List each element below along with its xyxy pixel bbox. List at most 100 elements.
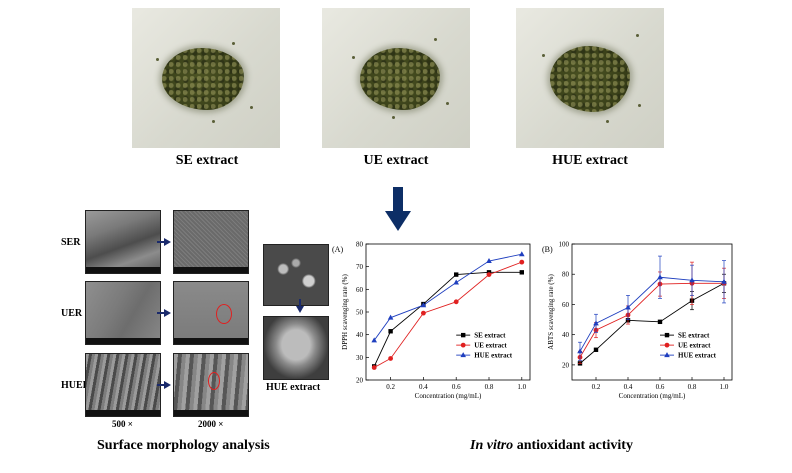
sem-hue-extract-overview <box>263 244 329 306</box>
y-tick-label: 40 <box>562 331 570 339</box>
magnification-2000: 2000 × <box>198 419 224 429</box>
data-point <box>625 304 631 310</box>
data-point <box>371 365 377 370</box>
x-tick-label: 0.8 <box>688 383 697 391</box>
data-point <box>371 337 377 343</box>
legend-entry: UE extract <box>678 342 711 350</box>
data-point <box>453 299 459 305</box>
magnification-500: 500 × <box>112 419 133 429</box>
sem-ser-500x <box>85 210 161 274</box>
data-point <box>593 347 599 352</box>
y-tick-label: 30 <box>356 354 364 362</box>
antioxidant-caption-rest: antioxidant activity <box>513 438 633 453</box>
y-tick-label: 100 <box>559 241 570 249</box>
data-point <box>388 329 393 334</box>
data-point <box>454 272 459 277</box>
data-point <box>486 272 492 277</box>
x-tick-label: 0.2 <box>386 383 395 391</box>
y-tick-label: 60 <box>356 286 364 294</box>
y-tick-label: 80 <box>356 241 364 249</box>
x-tick-label: 0.8 <box>485 383 494 391</box>
legend-marker <box>460 352 466 358</box>
antioxidant-caption-italic: In vitro <box>470 438 514 453</box>
data-point <box>519 259 525 265</box>
y-tick-label: 40 <box>356 331 364 339</box>
panel-label: (A) <box>332 245 343 254</box>
data-point <box>519 270 524 275</box>
x-tick-label: 1.0 <box>517 383 526 391</box>
legend-marker <box>664 342 670 348</box>
x-tick-label: 0.6 <box>452 383 461 391</box>
y-tick-label: 80 <box>562 271 570 279</box>
x-tick-label: 1.0 <box>720 383 729 391</box>
arrow-down-icon <box>296 299 304 313</box>
y-tick-label: 70 <box>356 263 364 271</box>
series-line-1 <box>373 261 522 368</box>
data-point <box>577 348 583 354</box>
legend-marker <box>461 332 466 338</box>
legend-marker <box>460 342 466 348</box>
plot-frame <box>571 243 733 381</box>
flow-arrow-down-icon <box>385 211 411 231</box>
x-axis-label: Concentration (mg/mL) <box>619 392 686 400</box>
row-label-uer: UER <box>61 308 83 319</box>
data-point <box>657 274 663 280</box>
legend-entry: SE extract <box>474 332 506 340</box>
y-axis-label: DPPH scavenging rate (%) <box>341 274 349 350</box>
series-line-1 <box>579 282 724 358</box>
ue-extract-photo <box>322 8 470 148</box>
se-extract-photo <box>132 8 280 148</box>
highlight-ring <box>216 304 232 324</box>
x-axis-label: Concentration (mg/mL) <box>415 392 482 400</box>
data-point <box>657 319 663 325</box>
legend-marker <box>664 332 670 338</box>
arrow-right-icon <box>157 238 171 246</box>
x-tick-label: 0.2 <box>592 383 601 391</box>
x-tick-label: 0.6 <box>656 383 665 391</box>
row-label-ser: SER <box>61 237 81 248</box>
y-tick-label: 20 <box>562 361 570 369</box>
data-point <box>721 278 727 284</box>
surface-morphology-caption: Surface morphology analysis <box>97 438 270 453</box>
sem-huer-2000x <box>173 353 249 417</box>
data-point <box>388 356 393 361</box>
x-tick-label: 0.4 <box>419 383 428 391</box>
row-label-huer: HUER <box>61 380 90 391</box>
legend-marker <box>664 352 670 358</box>
arrow-right-icon <box>157 381 171 389</box>
ue-extract-caption: UE extract <box>363 153 429 168</box>
y-axis-label: ABTS scavenging rate (%) <box>547 274 555 350</box>
legend-entry: HUE extract <box>678 352 717 360</box>
hue-extract-photo <box>516 8 664 148</box>
data-point <box>593 320 599 326</box>
data-point <box>519 251 525 257</box>
sem-uer-2000x <box>173 281 249 345</box>
series-line-2 <box>579 276 725 352</box>
legend-entry: UE extract <box>474 342 507 350</box>
data-point <box>420 302 427 308</box>
flow-arrow-shaft <box>393 187 403 213</box>
se-extract-caption: SE extract <box>175 153 239 168</box>
series-line-0 <box>579 282 725 364</box>
arrow-right-icon <box>157 309 171 317</box>
dpph-chart: (A) 20 30 40 50 60 70 80 0.2 0.4 0.6 0.8 1.0 Concentr… <box>332 241 531 400</box>
data-point <box>486 258 492 263</box>
data-point <box>387 314 394 320</box>
data-point <box>689 277 695 283</box>
legend-entry: HUE extract <box>474 352 513 360</box>
sem-huer-500x <box>85 353 161 417</box>
sem-ser-2000x <box>173 210 249 274</box>
antioxidant-caption: In vitro antioxidant activity <box>470 438 633 454</box>
y-tick-label: 60 <box>562 301 570 309</box>
data-point <box>453 279 459 285</box>
abts-chart: (B) 20 40 60 80 100 0.2 0.4 0.6 0.8 1.0 Concentrati… <box>542 241 733 400</box>
series-line-2 <box>373 253 522 341</box>
y-tick-label: 50 <box>356 309 364 317</box>
x-tick-label: 0.4 <box>624 383 633 391</box>
highlight-ring <box>208 372 220 390</box>
hue-extract-caption: HUE extract <box>552 153 628 168</box>
y-tick-label: 20 <box>356 377 364 385</box>
sem-hue-extract-detail <box>263 316 329 380</box>
sem-uer-500x <box>85 281 161 345</box>
data-point <box>421 310 426 316</box>
